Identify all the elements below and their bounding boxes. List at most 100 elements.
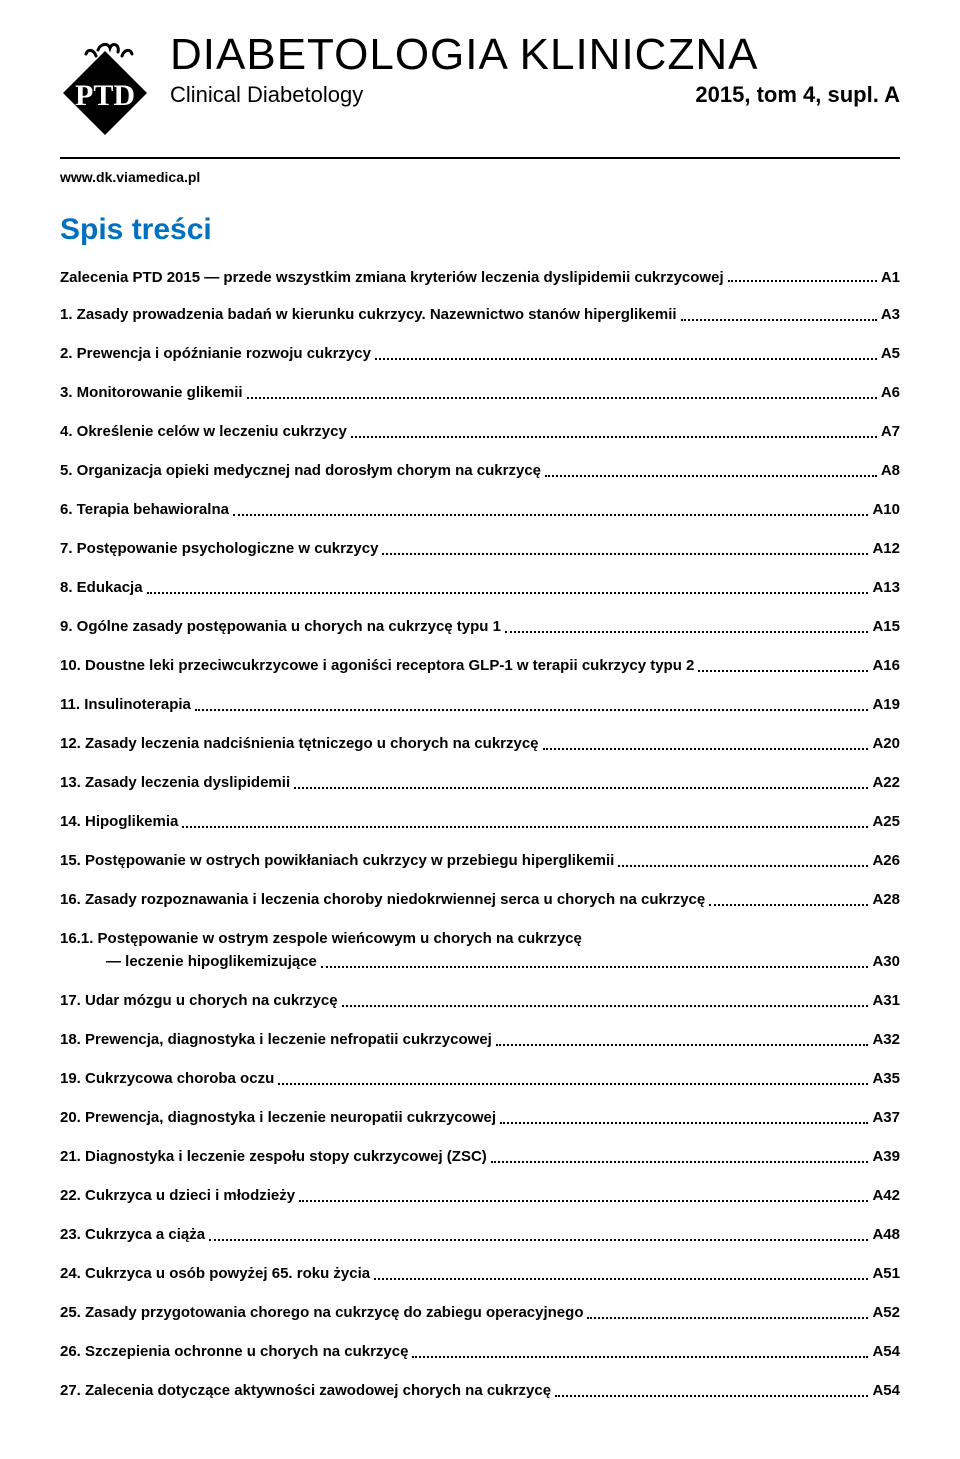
toc-item-page: A7 <box>881 421 900 442</box>
toc-item: 16.1. Postępowanie w ostrym zespole wień… <box>60 928 900 972</box>
toc-item-label: 7. Postępowanie psychologiczne w cukrzyc… <box>60 538 378 559</box>
subtitle-row: Clinical Diabetology 2015, tom 4, supl. … <box>170 82 900 108</box>
toc-intro: Zalecenia PTD 2015 — przede wszystkim zm… <box>60 269 900 286</box>
toc-item-page: A30 <box>872 951 900 972</box>
toc-leader <box>543 748 869 750</box>
toc-intro-page: A1 <box>881 269 900 286</box>
toc-item: 2. Prewencja i opóźnianie rozwoju cukrzy… <box>60 343 900 364</box>
toc-item-label: 16. Zasady rozpoznawania i leczenia chor… <box>60 889 705 910</box>
toc-leader <box>195 709 869 711</box>
toc-item-page: A51 <box>872 1263 900 1284</box>
logo-text: PTD <box>75 79 135 112</box>
toc-item-page: A22 <box>872 772 900 793</box>
toc-item: 27. Zalecenia dotyczące aktywności zawod… <box>60 1380 900 1401</box>
toc-item: 4. Określenie celów w leczeniu cukrzycyA… <box>60 421 900 442</box>
journal-title: DIABETOLOGIA KLINICZNA <box>170 32 900 78</box>
toc-item: 9. Ogólne zasady postępowania u chorych … <box>60 616 900 637</box>
toc-leader <box>555 1395 868 1397</box>
toc-item: 21. Diagnostyka i leczenie zespołu stopy… <box>60 1146 900 1167</box>
toc-item-page: A25 <box>872 811 900 832</box>
toc-item-page: A52 <box>872 1302 900 1323</box>
toc-item-page: A35 <box>872 1068 900 1089</box>
toc-leader <box>496 1044 869 1046</box>
toc-item-subrow: — leczenie hipoglikemizująceA30 <box>60 951 900 972</box>
toc-item-label: 11. Insulinoterapia <box>60 694 191 715</box>
toc-item: 5. Organizacja opieki medycznej nad doro… <box>60 460 900 481</box>
toc-item-label: 12. Zasady leczenia nadciśnienia tętnicz… <box>60 733 539 754</box>
toc-item: 1. Zasady prowadzenia badań w kierunku c… <box>60 304 900 325</box>
toc-item-label: 17. Udar mózgu u chorych na cukrzycę <box>60 990 338 1011</box>
toc-leader <box>698 670 868 672</box>
toc-leader <box>728 280 877 282</box>
toc-leader <box>351 436 877 438</box>
header: PTD DIABETOLOGIA KLINICZNA Clinical Diab… <box>60 32 900 143</box>
toc-item: 22. Cukrzyca u dzieci i młodzieży A42 <box>60 1185 900 1206</box>
toc-item-page: A28 <box>872 889 900 910</box>
toc-list: 1. Zasady prowadzenia badań w kierunku c… <box>60 304 900 1401</box>
header-rule <box>60 157 900 159</box>
toc-leader <box>374 1278 868 1280</box>
toc-item-page: A31 <box>872 990 900 1011</box>
toc-item-page: A6 <box>881 382 900 403</box>
toc-item: 13. Zasady leczenia dyslipidemii A22 <box>60 772 900 793</box>
toc-item-page: A12 <box>872 538 900 559</box>
issue-info: 2015, tom 4, supl. A <box>695 82 900 108</box>
toc-leader <box>587 1317 868 1319</box>
toc-item-page: A5 <box>881 343 900 364</box>
toc-leader <box>299 1200 868 1202</box>
toc-item-page: A13 <box>872 577 900 598</box>
toc-item-page: A8 <box>881 460 900 481</box>
toc-item: 19. Cukrzycowa choroba oczu A35 <box>60 1068 900 1089</box>
toc-item-label: 8. Edukacja <box>60 577 143 598</box>
toc-item-label: 9. Ogólne zasady postępowania u chorych … <box>60 616 501 637</box>
toc-leader <box>375 358 877 360</box>
journal-subtitle: Clinical Diabetology <box>170 82 363 108</box>
toc-intro-label: Zalecenia PTD 2015 — przede wszystkim zm… <box>60 269 724 286</box>
toc-item-page: A54 <box>872 1380 900 1401</box>
toc-item-label-line1: 16.1. Postępowanie w ostrym zespole wień… <box>60 928 900 949</box>
journal-url: www.dk.viamedica.pl <box>60 169 900 185</box>
toc-leader <box>342 1005 869 1007</box>
toc-leader <box>681 319 877 321</box>
toc-leader <box>278 1083 868 1085</box>
toc-item-label: 2. Prewencja i opóźnianie rozwoju cukrzy… <box>60 343 371 364</box>
toc-item-label: 25. Zasady przygotowania chorego na cukr… <box>60 1302 583 1323</box>
toc-item: 25. Zasady przygotowania chorego na cukr… <box>60 1302 900 1323</box>
toc-item-page: A32 <box>872 1029 900 1050</box>
toc-item-page: A3 <box>881 304 900 325</box>
title-block: DIABETOLOGIA KLINICZNA Clinical Diabetol… <box>170 32 900 108</box>
toc-item-page: A15 <box>872 616 900 637</box>
toc-leader <box>545 475 877 477</box>
toc-item: 6. Terapia behawioralnaA10 <box>60 499 900 520</box>
toc-item-label: 1. Zasady prowadzenia badań w kierunku c… <box>60 304 677 325</box>
toc-item-label: 5. Organizacja opieki medycznej nad doro… <box>60 460 541 481</box>
toc-item-page: A10 <box>872 499 900 520</box>
toc-item-page: A48 <box>872 1224 900 1245</box>
toc-item: 3. Monitorowanie glikemiiA6 <box>60 382 900 403</box>
toc-item: 11. Insulinoterapia A19 <box>60 694 900 715</box>
toc-item-label: 20. Prewencja, diagnostyka i leczenie ne… <box>60 1107 496 1128</box>
toc-leader <box>209 1239 868 1241</box>
toc-leader <box>500 1122 868 1124</box>
toc-item-label: 14. Hipoglikemia <box>60 811 178 832</box>
toc-leader <box>618 865 868 867</box>
toc-item: 23. Cukrzyca a ciążaA48 <box>60 1224 900 1245</box>
toc-item-page: A42 <box>872 1185 900 1206</box>
toc-item: 26. Szczepienia ochronne u chorych na cu… <box>60 1341 900 1362</box>
toc-item-page: A39 <box>872 1146 900 1167</box>
toc-item-label: 13. Zasady leczenia dyslipidemii <box>60 772 290 793</box>
toc-item: 24. Cukrzyca u osób powyżej 65. roku życ… <box>60 1263 900 1284</box>
toc-item-label: 19. Cukrzycowa choroba oczu <box>60 1068 274 1089</box>
toc-leader <box>491 1161 869 1163</box>
toc-item-label: 15. Postępowanie w ostrych powikłaniach … <box>60 850 614 871</box>
toc-item-page: A37 <box>872 1107 900 1128</box>
toc-item-label: 26. Szczepienia ochronne u chorych na cu… <box>60 1341 408 1362</box>
toc-item-label: 22. Cukrzyca u dzieci i młodzieży <box>60 1185 295 1206</box>
toc-leader <box>147 592 869 594</box>
toc-item-page: A26 <box>872 850 900 871</box>
toc-leader <box>382 553 868 555</box>
toc-leader <box>709 904 868 906</box>
toc-item: 7. Postępowanie psychologiczne w cukrzyc… <box>60 538 900 559</box>
toc-item-page: A19 <box>872 694 900 715</box>
toc-item: 18. Prewencja, diagnostyka i leczenie ne… <box>60 1029 900 1050</box>
